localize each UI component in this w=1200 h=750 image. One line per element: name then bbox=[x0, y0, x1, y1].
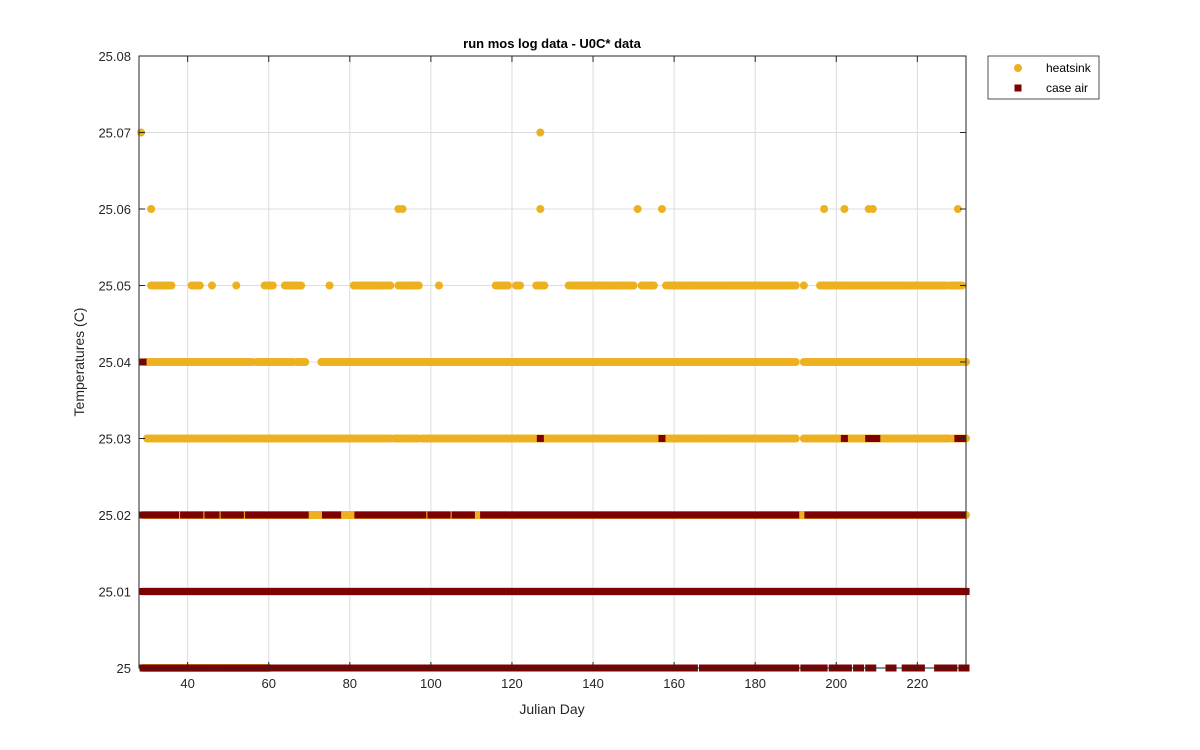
data-point bbox=[791, 434, 800, 443]
data-point bbox=[820, 205, 829, 213]
data-point bbox=[865, 435, 873, 442]
y-tick-label: 25.01 bbox=[98, 585, 131, 600]
data-point bbox=[195, 281, 204, 290]
data-point bbox=[657, 205, 666, 213]
data-point bbox=[171, 511, 179, 519]
x-tick-label: 120 bbox=[501, 676, 523, 691]
data-point bbox=[212, 511, 220, 519]
data-point bbox=[791, 281, 800, 290]
x-tick-label: 140 bbox=[582, 676, 604, 691]
data-point bbox=[536, 128, 545, 137]
y-tick-label: 25.08 bbox=[98, 49, 131, 64]
data-point bbox=[147, 205, 156, 213]
data-point bbox=[232, 281, 241, 290]
x-tick-label: 60 bbox=[261, 676, 275, 691]
data-point bbox=[840, 435, 848, 442]
data-point bbox=[167, 281, 176, 290]
data-point bbox=[540, 281, 549, 290]
data-point bbox=[334, 511, 342, 519]
data-point bbox=[953, 205, 962, 213]
x-axis-label: Julian Day bbox=[519, 701, 584, 717]
data-point bbox=[443, 511, 451, 519]
data-point bbox=[261, 511, 269, 519]
chart-title: run mos log data - U0C* data bbox=[463, 36, 641, 51]
legend-box bbox=[987, 55, 1100, 100]
legend-case-air-marker bbox=[1014, 84, 1022, 92]
x-tick-label: 200 bbox=[825, 676, 847, 691]
data-point bbox=[536, 205, 545, 213]
data-point bbox=[868, 205, 877, 213]
data-point bbox=[301, 511, 309, 519]
data-point bbox=[873, 435, 881, 442]
x-tick-label: 80 bbox=[343, 676, 357, 691]
data-point bbox=[792, 588, 800, 595]
data-point bbox=[658, 435, 666, 442]
data-point bbox=[792, 511, 800, 519]
data-point bbox=[268, 281, 277, 290]
data-point bbox=[869, 435, 877, 442]
axis-ticks: 40 60 80 100 120 140 160 180 200 220 25 25.01 25.02 2… bbox=[98, 49, 966, 691]
data-point bbox=[467, 511, 475, 519]
x-tick-label: 40 bbox=[180, 676, 194, 691]
data-point bbox=[536, 435, 544, 442]
data-point bbox=[503, 281, 512, 290]
data-point bbox=[799, 281, 808, 290]
y-tick-label: 25 bbox=[117, 661, 131, 676]
legend-case-air-label: case air bbox=[1046, 81, 1088, 95]
data-point bbox=[840, 205, 849, 213]
data-point bbox=[649, 281, 658, 290]
y-tick-label: 25.03 bbox=[98, 432, 131, 447]
data-point bbox=[386, 281, 395, 290]
data-point bbox=[954, 435, 962, 442]
y-tick-label: 25.02 bbox=[98, 508, 131, 523]
data-point bbox=[196, 511, 204, 519]
x-tick-label: 100 bbox=[420, 676, 442, 691]
legend: heatsink case air bbox=[987, 55, 1100, 100]
data-point bbox=[236, 511, 244, 519]
x-tick-label: 220 bbox=[907, 676, 929, 691]
legend-heatsink-label: heatsink bbox=[1046, 61, 1092, 75]
data-point bbox=[791, 358, 800, 366]
data-point bbox=[398, 205, 407, 213]
data-point bbox=[297, 281, 306, 290]
data-point bbox=[629, 281, 638, 290]
y-tick-label: 25.06 bbox=[98, 202, 131, 217]
data-point bbox=[633, 205, 642, 213]
data-point bbox=[414, 281, 423, 290]
y-tick-label: 25.07 bbox=[98, 126, 131, 141]
data-point bbox=[207, 281, 216, 290]
data-point bbox=[434, 281, 443, 290]
data-point bbox=[325, 281, 334, 290]
data-point bbox=[516, 281, 525, 290]
legend-heatsink-marker bbox=[1014, 64, 1022, 72]
data-point bbox=[419, 511, 427, 519]
data-point bbox=[301, 358, 310, 366]
data-point bbox=[273, 511, 281, 519]
y-axis-label: Temperatures (C) bbox=[71, 308, 87, 417]
data-point bbox=[536, 511, 544, 519]
x-tick-label: 160 bbox=[663, 676, 685, 691]
x-tick-label: 180 bbox=[744, 676, 766, 691]
y-tick-label: 25.05 bbox=[98, 279, 131, 294]
y-tick-label: 25.04 bbox=[98, 355, 131, 370]
